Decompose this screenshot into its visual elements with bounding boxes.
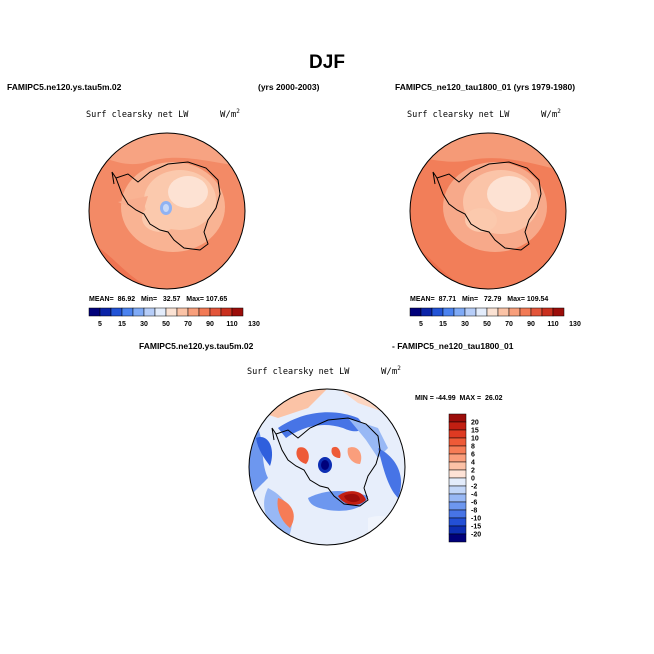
colorbar-tick-label: 110 [226,321,237,328]
colorbar-swatch [552,307,565,317]
figure-title: DJF [309,52,345,73]
colorbar-swatch [448,493,467,503]
left-years-label: (yrs 2000-2003) [258,82,320,92]
colorbar-tick-label: 70 [505,321,513,328]
colorbar-swatch [448,453,467,463]
colorbar-tick-label: 5 [98,321,102,328]
colorbar-swatch [431,307,444,317]
colorbar-tick-label: -10 [471,516,481,523]
diff-coastline [275,417,381,507]
right-colorbar: 5 15 30 50 70 90 110 130 [409,307,581,328]
diff-case-b-label: - FAMIPC5_ne120_tau1800_01 [392,341,514,351]
colorbar-tick-label: -20 [471,532,481,539]
colorbar-tick-label: 15 [118,321,126,328]
colorbar-swatch [132,307,145,317]
colorbar-swatch [165,307,178,317]
colorbar-swatch [448,509,467,519]
colorbar-swatch [519,307,532,317]
colorbar-tick-label: 20 [471,420,479,427]
left-units-label: W/m2 [220,108,240,120]
colorbar-swatch [99,307,112,317]
colorbar-tick-label: 50 [483,321,491,328]
colorbar-tick-label: 70 [184,321,192,328]
colorbar-swatch [508,307,521,317]
colorbar-swatch [143,307,156,317]
right-units-label: W/m2 [541,108,561,120]
colorbar-swatch [475,307,488,317]
right-polar-map [409,132,567,290]
colorbar-swatch [187,307,200,317]
colorbar-swatch [497,307,510,317]
colorbar-tick-label: 90 [527,321,535,328]
colorbar-swatch [409,307,422,317]
colorbar-swatch [486,307,499,317]
colorbar-swatch [448,421,467,431]
colorbar-tick-label: 90 [206,321,214,328]
left-colorbar: 5 15 30 50 70 90 110 130 [88,307,260,328]
colorbar-swatch [154,307,167,317]
colorbar-swatch [121,307,134,317]
colorbar-tick-label: 50 [162,321,170,328]
colorbar-tick-label: -15 [471,524,481,531]
colorbar-swatch [448,501,467,511]
colorbar-swatch [448,517,467,527]
colorbar-tick-label: 5 [419,321,423,328]
colorbar-tick-label: 130 [569,321,581,328]
colorbar-swatch [231,307,244,317]
diff-variable-label: Surf clearsky net LW [247,367,350,377]
colorbar-tick-label: 30 [461,321,469,328]
colorbar-tick-label: 30 [140,321,148,328]
colorbar-tick-label: -4 [471,492,477,499]
left-variable-label: Surf clearsky net LW [86,110,189,120]
colorbar-swatch [209,307,222,317]
colorbar-swatch [448,477,467,487]
colorbar-swatch [541,307,554,317]
colorbar-tick-label: -6 [471,500,477,507]
diff-polar-map [248,388,406,546]
colorbar-swatch [176,307,189,317]
colorbar-swatch [530,307,543,317]
colorbar-swatch [448,445,467,455]
colorbar-swatch [448,469,467,479]
left-coastline [115,161,221,251]
colorbar-swatch [448,413,467,423]
colorbar-swatch [448,437,467,447]
colorbar-tick-label: -8 [471,508,477,515]
colorbar-tick-label: 4 [471,460,475,467]
colorbar-tick-label: 10 [471,436,479,443]
left-stats: MEAN= 86.92 Min= 32.57 Max= 107.65 [89,296,228,303]
colorbar-swatch [442,307,455,317]
colorbar-swatch [448,429,467,439]
colorbar-tick-label: 2 [471,468,475,475]
colorbar-swatch [453,307,466,317]
diff-stats: MIN = -44.99 MAX = 26.02 [415,395,503,402]
colorbar-swatch [110,307,123,317]
colorbar-swatch [448,461,467,471]
colorbar-swatch [448,533,467,543]
colorbar-swatch [464,307,477,317]
diff-units-label: W/m2 [381,365,401,377]
colorbar-swatch [448,525,467,535]
colorbar-tick-label: 110 [547,321,558,328]
right-variable-label: Surf clearsky net LW [407,110,510,120]
colorbar-tick-label: 130 [248,321,260,328]
colorbar-tick-label: 15 [471,428,479,435]
colorbar-swatch [88,307,101,317]
colorbar-swatch [448,485,467,495]
colorbar-swatch [198,307,211,317]
colorbar-swatch [420,307,433,317]
colorbar-tick-label: -2 [471,484,477,491]
diff-case-a-label: FAMIPC5.ne120.ys.tau5m.02 [139,341,254,351]
colorbar-tick-label: 15 [439,321,447,328]
right-case-label: FAMIPC5_ne120_tau1800_01 (yrs 1979-1980) [395,82,576,92]
colorbar-tick-label: 8 [471,444,475,451]
right-coastline [436,161,542,251]
right-stats: MEAN= 87.71 Min= 72.79 Max= 109.54 [410,296,549,303]
colorbar-tick-label: 6 [471,452,475,459]
colorbar-swatch [220,307,233,317]
left-polar-map [88,132,246,290]
left-case-label: FAMIPC5.ne120.ys.tau5m.02 [7,82,122,92]
colorbar-tick-label: 0 [471,476,475,483]
